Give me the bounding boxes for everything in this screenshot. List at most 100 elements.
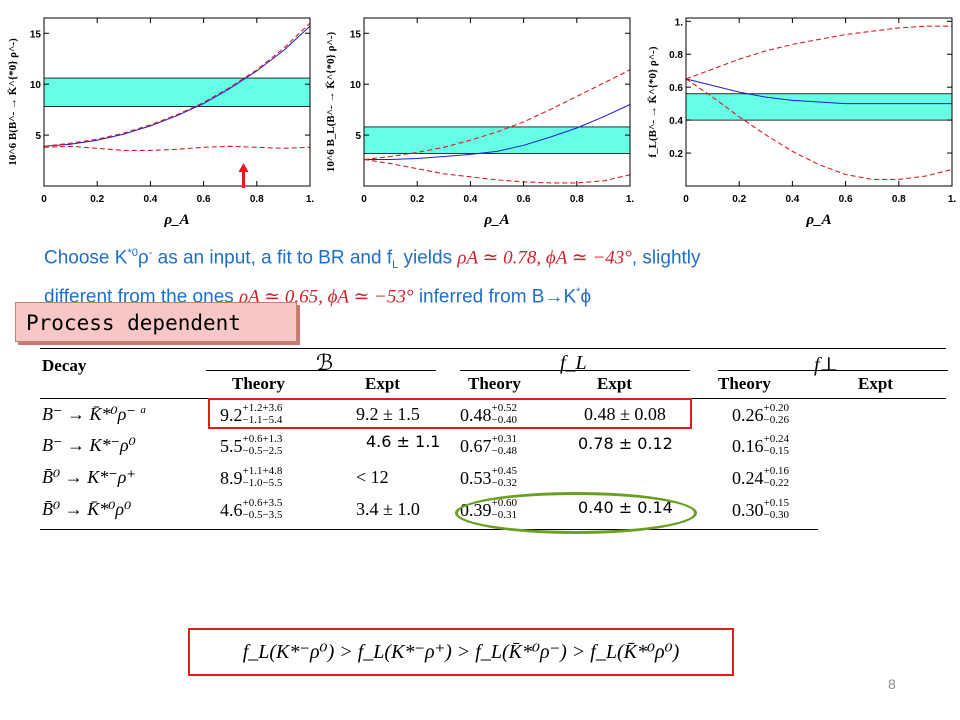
desc-text: ϕ [580, 286, 592, 308]
header-branching-ratio: ℬ [316, 350, 334, 375]
fl-theory: 0.67 +0.31 −0.48 [460, 431, 517, 461]
lower-error: −1.1−5.4 [242, 414, 283, 426]
plot-frame [363, 17, 631, 187]
fperp-theory-central: 0.24 [732, 468, 764, 488]
series-central-line [364, 104, 631, 160]
process-dependent-banner: Process dependent [15, 302, 297, 342]
x-tick-label: 1. [306, 194, 315, 205]
fperp-theory: 0.26 +0.20 −0.26 [732, 400, 789, 430]
header-fl: f_L [560, 352, 587, 374]
y-tick-label: 0.4 [669, 116, 683, 127]
highlight-ellipse-fl [455, 492, 697, 534]
x-axis-label: ρ_A [163, 212, 189, 228]
row-decay: B̄⁰ → K*⁻ρ⁺ [42, 467, 136, 487]
branching-theory-central: 4.6 [220, 500, 243, 520]
x-tick-label: 0.2 [732, 194, 746, 205]
desc-sup: * [576, 286, 581, 299]
fit-result-math: ρA ≃ 0.78, ϕA ≃ −43° [457, 247, 632, 269]
experimental-band [43, 77, 311, 107]
header-sub-rule [718, 370, 948, 371]
y-tick-label: 5 [355, 131, 361, 142]
lower-error: −0.26 [763, 414, 789, 426]
x-axis-label: ρ_A [805, 212, 831, 228]
x-tick-label: 0.8 [892, 194, 906, 205]
y-tick-label: 1. [675, 17, 684, 28]
upper-error: +0.6+3.5 [242, 497, 283, 509]
header-fperp: f⊥ [814, 354, 839, 376]
series-upper-line [363, 69, 631, 161]
fperp-theory-errors: +0.20 −0.26 [764, 402, 789, 426]
x-tick-label: 0.6 [197, 194, 211, 205]
y-tick-label: 0.8 [669, 50, 683, 61]
fperp-theory: 0.24 +0.16 −0.22 [732, 463, 789, 493]
upper-error: +0.31 [491, 433, 517, 445]
fperp-theory-central: 0.26 [732, 405, 764, 425]
desc-sup: *0 [127, 247, 138, 259]
x-tick-label: 0 [41, 194, 47, 205]
desc-text: ρ [137, 247, 149, 269]
desc-text: , slightly [631, 247, 701, 269]
x-tick-label: 0.2 [410, 194, 424, 205]
y-axis-label: f_L(B^- → K̄^{*0} ρ^-) [647, 46, 659, 157]
fl-expt: 0.48 ± 0.08 [584, 404, 666, 424]
upper-error: +0.45 [491, 465, 517, 477]
x-tick-label: 0 [361, 194, 367, 205]
branching-theory-central: 5.5 [220, 436, 243, 456]
desc-text: inferred from B→K [413, 286, 577, 308]
upper-error: +0.6+1.3 [242, 433, 283, 445]
fl-theory: 0.53 +0.45 −0.32 [460, 463, 517, 493]
branching-theory: 9.2 +1.2+3.6 −1.1−5.4 [220, 400, 282, 430]
y-tick-label: 10 [350, 80, 362, 91]
plot-longitudinal-fraction: 0 0.2 0.4 0.6 0.8 1. 0.2 0.4 0.6 0.8 1. ρ_A f_L(B^- … [647, 17, 956, 228]
fperp-theory-errors: +0.24 −0.15 [764, 433, 789, 457]
series-lower-line [363, 158, 631, 184]
fperp-theory-errors: +0.15 −0.30 [764, 497, 789, 521]
table-top-rule [40, 348, 946, 349]
lower-error: −0.22 [763, 477, 789, 489]
header-decay: Decay [42, 356, 87, 375]
fperp-theory: 0.16 +0.24 −0.15 [732, 431, 789, 461]
header-expt: Expt [597, 374, 632, 393]
header-expt: Expt [365, 374, 400, 393]
x-tick-label: 0 [683, 194, 689, 205]
header-expt: Expt [858, 374, 893, 393]
desc-text: as an input, a fit to BR and f [152, 247, 393, 269]
series-lower-line [685, 78, 953, 180]
branching-theory: 8.9 +1.1+4.8 −1.0−5.5 [220, 463, 282, 493]
lower-error: −0.32 [491, 477, 517, 489]
desc-text: yields [398, 247, 458, 269]
upper-error: +1.2+3.6 [242, 402, 283, 414]
series-central-line [43, 25, 311, 147]
y-tick-label: 5 [35, 131, 41, 142]
y-tick-label: 15 [350, 29, 362, 40]
branching-theory-central: 8.9 [220, 468, 243, 488]
header-theory: Theory [232, 374, 285, 393]
series-lower-line [43, 145, 311, 151]
branching-theory-central: 9.2 [220, 405, 243, 425]
lower-error: −1.0−5.5 [242, 477, 283, 489]
x-tick-label: 0.4 [785, 194, 799, 205]
x-tick-label: 0.8 [570, 194, 584, 205]
description-line-1: Choose K*0ρ- as an input, a fit to BR an… [44, 240, 944, 279]
plot-frame [43, 17, 311, 187]
branching-theory-errors: +0.6+1.3 −0.5−2.5 [243, 433, 283, 457]
fl-expt: 0.78 ± 0.12 [578, 434, 673, 453]
branching-expt: < 12 [356, 467, 389, 487]
series-upper-line [685, 25, 952, 80]
lower-error: −0.5−3.5 [242, 509, 283, 521]
header-theory: Theory [468, 374, 521, 393]
experimental-band [363, 126, 631, 154]
branching-theory-errors: +1.1+4.8 −1.0−5.5 [243, 465, 283, 489]
y-tick-label: 10 [30, 80, 42, 91]
row-decay: B⁻ → K*⁻ρ⁰ [42, 435, 136, 455]
fl-theory-errors: +0.45 −0.32 [492, 465, 517, 489]
highlight-input-row [208, 398, 692, 429]
fperp-theory-central: 0.16 [732, 436, 764, 456]
fl-ordering-formula: f_L(K*⁻ρ⁰) > f_L(K*⁻ρ⁺) > f_L(K̄*⁰ρ⁻) > … [188, 628, 734, 676]
plots-figure: 0 0.2 0.4 0.6 0.8 1. 5 10 15 ρ_A 10^6 B(B^- → K̄^{… [7, 17, 956, 228]
x-axis-label: ρ_A [483, 212, 509, 228]
decay-footnote: a [140, 404, 146, 416]
desc-sup: - [148, 247, 153, 259]
plot-frame [685, 17, 953, 187]
upper-error: +0.16 [763, 465, 789, 477]
